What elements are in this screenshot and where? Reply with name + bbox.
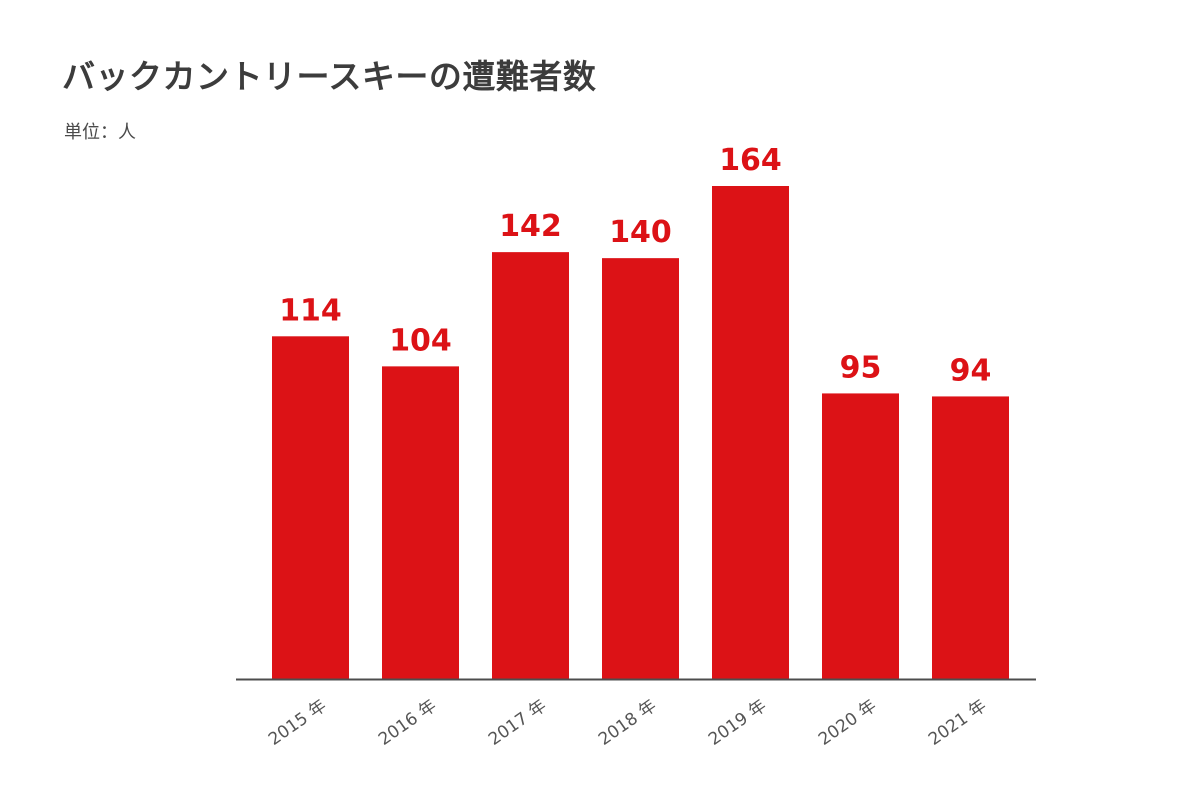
chart-title: バックカントリースキーの遭難者数 — [62, 57, 597, 96]
x-tick-label-4: 2018 年 — [595, 696, 660, 750]
value-label-3: 142 — [499, 209, 562, 244]
value-label-7: 94 — [950, 353, 992, 388]
value-label-6: 95 — [840, 350, 882, 385]
bar-3 — [492, 252, 569, 679]
value-label-1: 114 — [279, 293, 342, 328]
bar-1 — [272, 336, 349, 679]
bar-7 — [932, 396, 1009, 679]
x-tick-label-6: 2020 年 — [815, 696, 880, 750]
bars-group — [272, 186, 1009, 679]
bar-5 — [712, 186, 789, 679]
x-tick-label-2: 2016 年 — [375, 696, 440, 750]
value-label-2: 104 — [389, 323, 452, 358]
bar-6 — [822, 393, 899, 679]
x-tick-label-3: 2017 年 — [485, 696, 550, 750]
tick-labels-group: 2015 年 2016 年 2017 年 2018 年 2019 年 2020 年 2021… — [265, 696, 990, 750]
value-labels-group: 114 104 142 140 164 95 94 — [279, 143, 991, 388]
x-tick-label-7: 2021 年 — [925, 696, 990, 750]
x-tick-label-5: 2019 年 — [705, 696, 770, 750]
value-label-4: 140 — [609, 215, 672, 250]
bar-4 — [602, 258, 679, 679]
unit-label: 単位：人 — [64, 122, 136, 143]
x-tick-label-1: 2015 年 — [265, 696, 330, 750]
value-label-5: 164 — [719, 143, 782, 178]
bar-2 — [382, 366, 459, 679]
